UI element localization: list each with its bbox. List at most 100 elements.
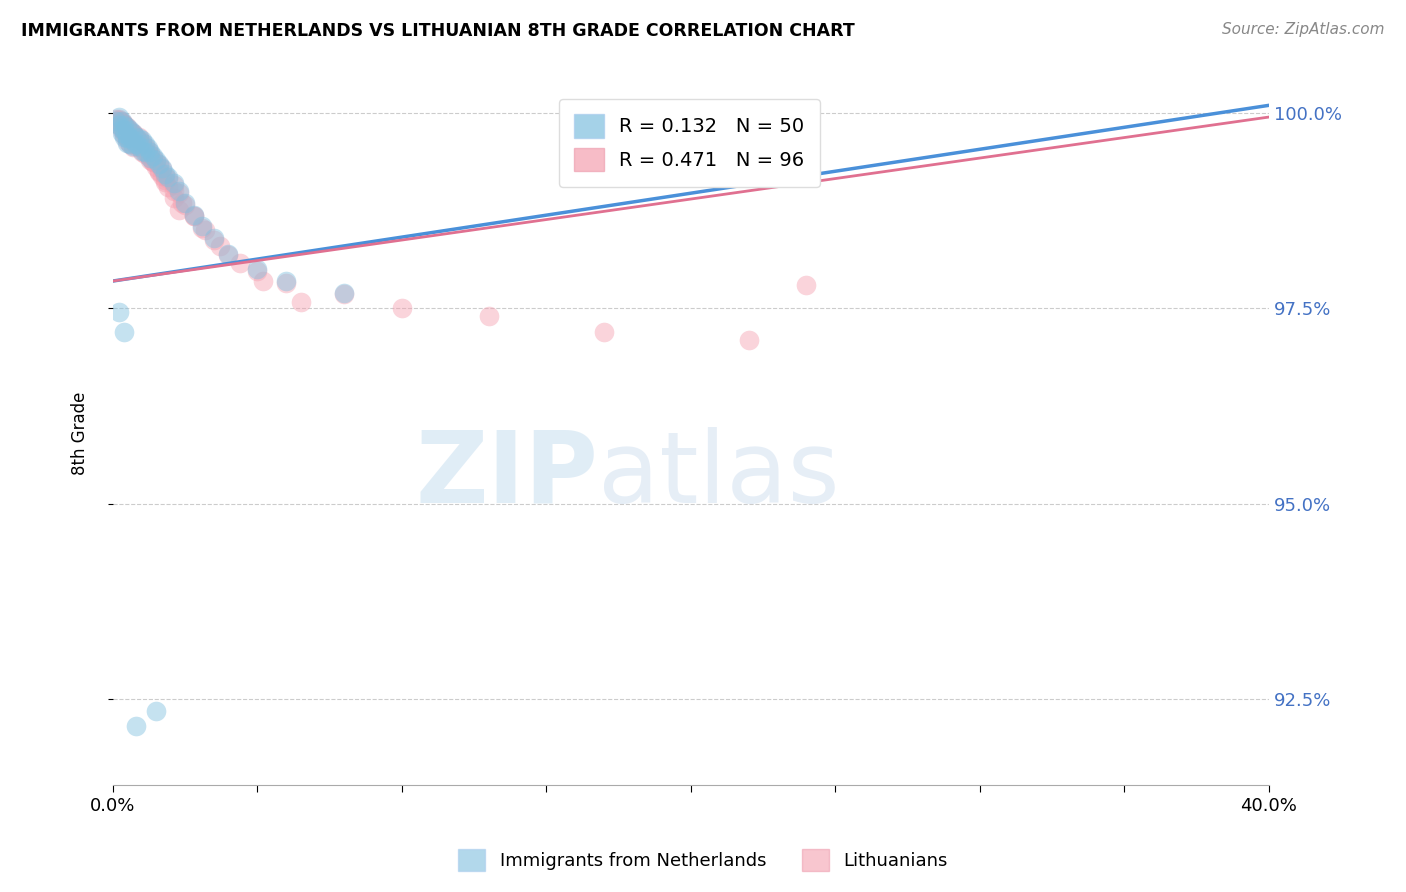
Point	[117, 120, 139, 135]
Point	[131, 144, 153, 158]
Point	[150, 161, 173, 175]
Text: Source: ZipAtlas.com: Source: ZipAtlas.com	[1222, 22, 1385, 37]
Point	[139, 152, 162, 166]
Point	[125, 137, 148, 152]
Point	[172, 196, 194, 211]
Point	[276, 274, 298, 288]
Y-axis label: 8th Grade: 8th Grade	[72, 392, 89, 475]
Point	[246, 264, 269, 278]
Point	[122, 134, 145, 148]
Point	[107, 305, 129, 319]
Point	[122, 128, 145, 142]
Point	[117, 136, 139, 150]
Point	[153, 167, 176, 181]
Point	[290, 295, 312, 310]
Point	[120, 136, 142, 151]
Point	[145, 160, 167, 174]
Point	[134, 146, 156, 161]
Point	[112, 119, 135, 133]
Point	[796, 277, 818, 292]
Point	[183, 209, 205, 223]
Point	[174, 196, 197, 211]
Point	[229, 256, 252, 270]
Point	[131, 139, 153, 153]
Point	[117, 121, 139, 136]
Point	[117, 127, 139, 141]
Point	[107, 118, 129, 132]
Point	[110, 120, 132, 135]
Point	[139, 152, 162, 166]
Point	[112, 129, 135, 144]
Point	[169, 184, 191, 198]
Point	[142, 151, 165, 165]
Point	[128, 140, 150, 154]
Point	[134, 139, 156, 153]
Point	[139, 145, 162, 160]
Point	[112, 118, 135, 132]
Point	[128, 139, 150, 153]
Point	[120, 125, 142, 139]
Point	[112, 117, 135, 131]
Point	[120, 131, 142, 145]
Point	[169, 186, 191, 200]
Point	[112, 325, 135, 339]
Point	[391, 301, 413, 316]
Point	[107, 114, 129, 128]
Point	[145, 704, 167, 718]
Point	[136, 146, 159, 161]
Point	[110, 126, 132, 140]
Point	[194, 223, 217, 237]
Point	[120, 125, 142, 139]
Point	[252, 274, 274, 288]
Point	[202, 231, 225, 245]
Legend: R = 0.132   N = 50, R = 0.471   N = 96: R = 0.132 N = 50, R = 0.471 N = 96	[560, 99, 820, 187]
Point	[110, 114, 132, 128]
Point	[136, 146, 159, 161]
Point	[142, 149, 165, 163]
Point	[208, 239, 231, 253]
Point	[110, 115, 132, 129]
Point	[191, 221, 214, 235]
Point	[117, 121, 139, 136]
Point	[110, 116, 132, 130]
Point	[128, 130, 150, 145]
Point	[122, 139, 145, 153]
Text: atlas: atlas	[599, 427, 839, 524]
Point	[112, 128, 135, 142]
Point	[117, 130, 139, 145]
Point	[110, 114, 132, 128]
Point	[122, 133, 145, 147]
Point	[148, 164, 170, 178]
Point	[142, 155, 165, 169]
Point	[107, 118, 129, 132]
Point	[131, 139, 153, 153]
Point	[110, 123, 132, 137]
Point	[117, 134, 139, 148]
Point	[217, 246, 239, 260]
Point	[246, 262, 269, 277]
Point	[153, 175, 176, 189]
Point	[134, 145, 156, 160]
Point	[150, 169, 173, 184]
Point	[128, 135, 150, 149]
Point	[183, 209, 205, 223]
Point	[104, 114, 127, 128]
Text: ZIP: ZIP	[416, 427, 599, 524]
Point	[110, 121, 132, 136]
Point	[117, 131, 139, 145]
Point	[162, 178, 184, 192]
Point	[148, 164, 170, 178]
Point	[125, 139, 148, 153]
Point	[107, 112, 129, 127]
Point	[120, 131, 142, 145]
Point	[112, 122, 135, 136]
Point	[125, 131, 148, 145]
Point	[122, 139, 145, 153]
Point	[593, 325, 616, 339]
Point	[136, 143, 159, 157]
Point	[153, 173, 176, 187]
Point	[183, 208, 205, 222]
Point	[142, 155, 165, 169]
Point	[131, 133, 153, 147]
Point	[134, 137, 156, 152]
